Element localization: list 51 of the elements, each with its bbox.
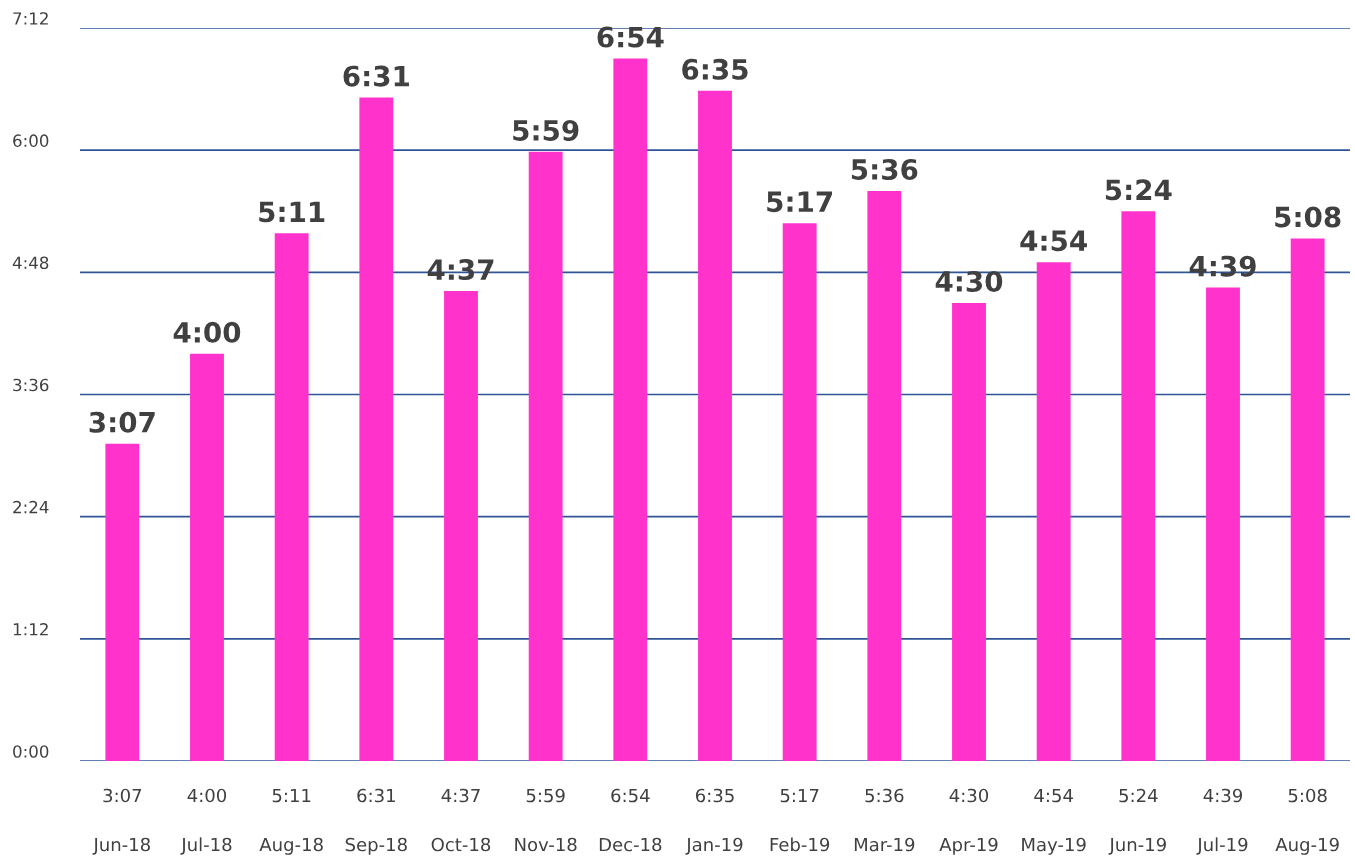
data-label: 4:39 [1203, 788, 1242, 803]
x-tick-label: Feb-19 [770, 837, 830, 852]
text: 5:17 [767, 191, 832, 213]
y-tick-label: 0:00 [13, 745, 49, 758]
text: 3:07 [89, 411, 155, 433]
data-label: 6:54 [611, 788, 650, 803]
data-label: 4:54 [1034, 788, 1073, 803]
x-tick-label: Jan-19 [685, 837, 743, 855]
data-label: 5:11 [272, 788, 311, 803]
data-label: 5:24 [1119, 788, 1158, 803]
text: 5:11 [259, 201, 325, 223]
x-tick-label: Jun-18 [92, 837, 150, 855]
text: 5:08 [1275, 206, 1341, 228]
text: 4:30 [935, 270, 1003, 292]
x-tick-label: Mar-19 [854, 837, 915, 852]
x-tick-label: Sep-18 [345, 837, 407, 855]
y-tick-label: 6:00 [13, 134, 49, 147]
x-tick-label: Dec-18 [599, 837, 662, 852]
x-tick-label: Apr-19 [939, 837, 998, 855]
x-tick-label: Jul-19 [1196, 837, 1248, 855]
x-tick-label: Jun-19 [1108, 837, 1166, 855]
data-label: 5:17 [780, 788, 819, 803]
x-tick-label: Nov-18 [515, 837, 577, 852]
text: 5:24 [1105, 179, 1172, 201]
y-tick-label: 4:48 [12, 256, 49, 270]
x-tick-label: Aug-18 [259, 837, 323, 855]
text: 4:39 [1189, 255, 1256, 277]
text: 4:54 [1020, 230, 1087, 252]
data-label: 4:37 [441, 788, 480, 803]
x-tick-label: Jul-18 [180, 837, 232, 855]
text: 5:59 [513, 119, 579, 141]
text: 4:00 [173, 321, 241, 343]
text: 6:31 [343, 65, 409, 87]
text: 6:35 [682, 58, 748, 80]
data-label: 4:30 [949, 788, 989, 803]
y-tick-label: 1:12 [13, 623, 48, 636]
data-label: 5:59 [526, 788, 565, 803]
data-label: 4:00 [187, 788, 227, 803]
data-label: 6:35 [695, 788, 734, 803]
data-label: 3:07 [103, 788, 142, 803]
y-tick-label: 2:24 [13, 500, 49, 514]
text: 5:36 [851, 158, 918, 180]
y-tick-label: 3:36 [13, 378, 49, 392]
x-tick-label: May-19 [1022, 837, 1086, 855]
y-tick-label: 7:12 [13, 12, 48, 25]
data-label: 6:31 [357, 788, 395, 803]
x-tick-label: Oct-18 [431, 837, 491, 852]
text: 6:54 [597, 26, 664, 48]
data-label: 5:36 [865, 788, 904, 803]
data-label: 5:08 [1288, 788, 1327, 803]
x-tick-label: Aug-19 [1275, 837, 1339, 855]
